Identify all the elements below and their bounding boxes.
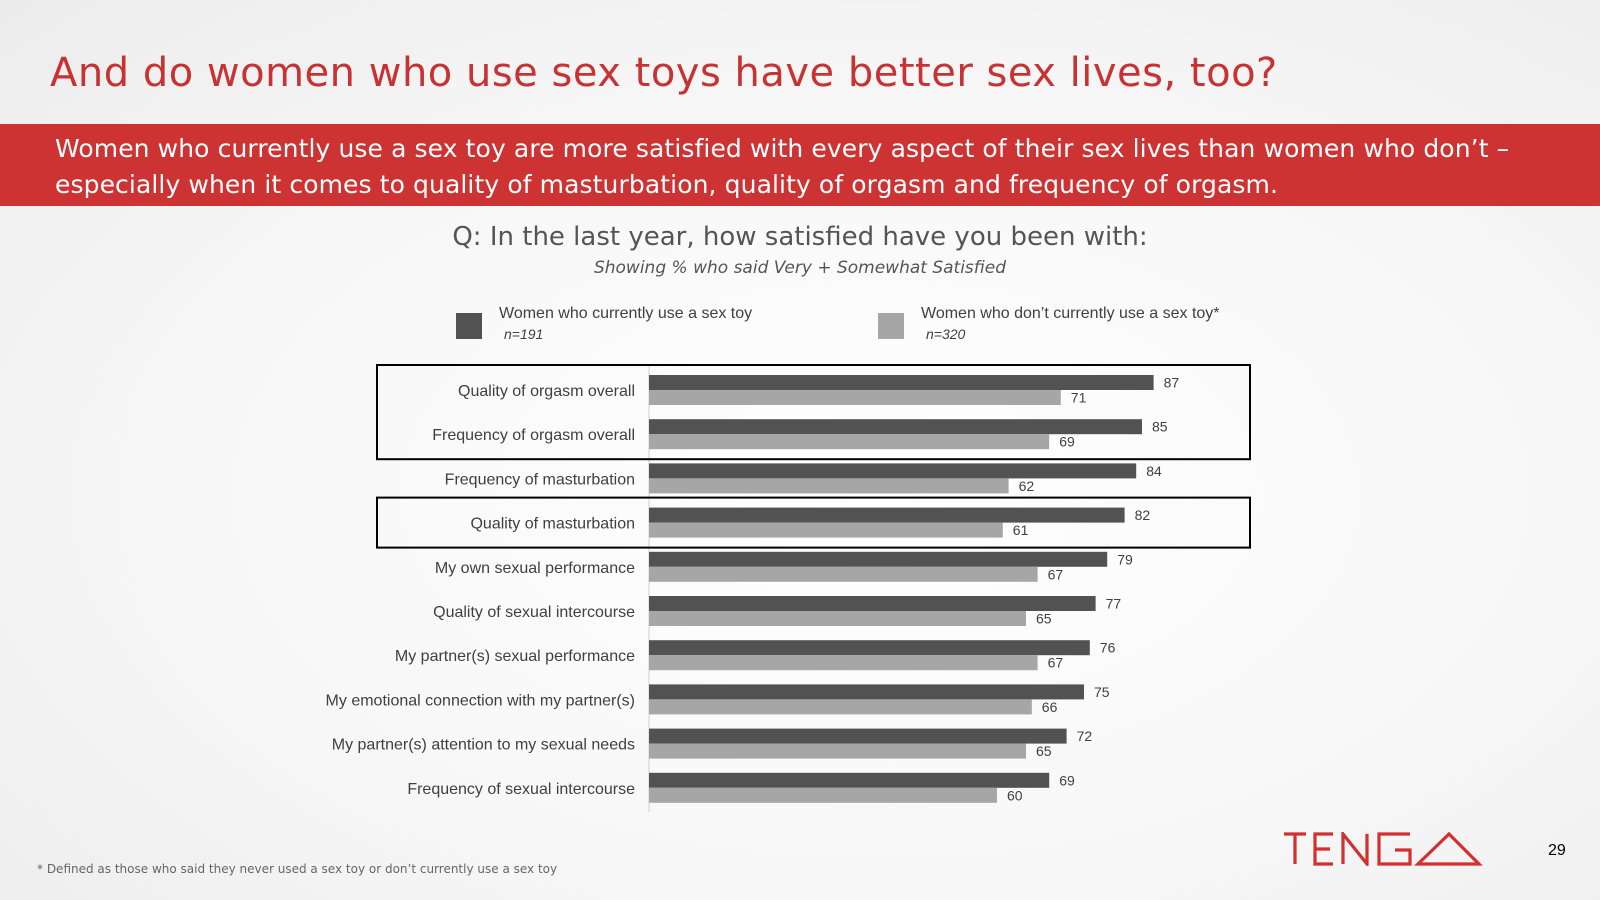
category-label-5: My own sexual performance	[435, 560, 635, 577]
bar-users-5	[649, 551, 1108, 567]
bar-non-users-10	[649, 787, 997, 803]
bar-non-users-4	[649, 522, 1003, 538]
data-label-non-users-5: 67	[1048, 566, 1064, 582]
bar-non-users-6	[649, 611, 1026, 626]
bar-users-1	[649, 375, 1154, 390]
data-label-non-users-8: 66	[1042, 699, 1058, 715]
tenga-logo	[1284, 832, 1483, 866]
category-label-2: Frequency of orgasm overall	[432, 427, 635, 444]
data-label-users-7: 76	[1100, 640, 1116, 656]
legend-n-users: n=191	[504, 326, 544, 342]
data-label-users-4: 82	[1135, 507, 1151, 523]
data-label-users-8: 75	[1094, 684, 1110, 700]
data-label-non-users-6: 65	[1036, 611, 1052, 627]
data-label-non-users-9: 65	[1036, 743, 1052, 759]
banner-line-2: especially when it comes to quality of m…	[55, 170, 1279, 199]
legend-n-non-users: n=320	[926, 326, 966, 342]
highlight-box-2	[376, 496, 1251, 549]
data-label-non-users-7: 67	[1048, 655, 1064, 671]
data-label-users-6: 77	[1106, 596, 1122, 612]
bar-users-2	[649, 419, 1142, 435]
legend-swatch-users	[456, 313, 482, 339]
slide-title: And do women who use sex toys have bette…	[50, 50, 1278, 96]
bar-users-7	[649, 640, 1090, 656]
bar-users-4	[649, 507, 1125, 523]
data-label-users-3: 84	[1146, 463, 1162, 479]
data-label-users-10: 69	[1059, 772, 1075, 788]
category-label-4: Quality of masturbation	[470, 516, 635, 533]
data-label-users-1: 87	[1164, 375, 1180, 391]
data-label-users-5: 79	[1117, 551, 1133, 567]
data-label-users-9: 72	[1077, 728, 1093, 744]
legend-label-users: Women who currently use a sex toy	[499, 305, 753, 322]
legend-swatch-non-users	[878, 313, 904, 339]
legend-label-non-users: Women who don’t currently use a sex toy*	[921, 305, 1220, 322]
bar-users-6	[649, 596, 1096, 611]
category-label-3: Frequency of masturbation	[445, 471, 635, 488]
question-subtitle: Showing % who said Very + Somewhat Satis…	[593, 258, 1007, 278]
category-label-7: My partner(s) sexual performance	[395, 648, 635, 665]
data-label-non-users-3: 62	[1019, 478, 1035, 494]
bar-users-3	[649, 463, 1137, 479]
bar-non-users-5	[649, 566, 1038, 582]
category-label-6: Quality of sexual intercourse	[433, 604, 635, 621]
bar-non-users-2	[649, 434, 1050, 450]
bar-non-users-7	[649, 655, 1038, 671]
data-label-non-users-1: 71	[1071, 390, 1087, 406]
summary-banner: Women who currently use a sex toy are mo…	[0, 124, 1600, 206]
category-label-1: Quality of orgasm overall	[458, 383, 635, 400]
page-number: 29	[1548, 842, 1566, 859]
category-label-8: My emotional connection with my partner(…	[326, 692, 635, 709]
data-label-non-users-4: 61	[1013, 522, 1029, 538]
bar-users-10	[649, 772, 1050, 788]
data-label-users-2: 85	[1152, 419, 1168, 435]
bar-non-users-8	[649, 699, 1032, 715]
footnote: * Defined as those who said they never u…	[37, 862, 558, 876]
data-label-non-users-2: 69	[1059, 434, 1075, 450]
question-text: Q: In the last year, how satisfied have …	[452, 222, 1148, 252]
bar-users-8	[649, 684, 1084, 700]
category-label-9: My partner(s) attention to my sexual nee…	[332, 737, 635, 754]
category-label-10: Frequency of sexual intercourse	[407, 781, 635, 798]
bar-non-users-1	[649, 390, 1061, 405]
bar-non-users-9	[649, 743, 1026, 759]
bar-users-9	[649, 728, 1067, 744]
bar-non-users-3	[649, 478, 1009, 494]
data-label-non-users-10: 60	[1007, 787, 1023, 803]
banner-line-1: Women who currently use a sex toy are mo…	[55, 134, 1510, 163]
highlight-box-1	[376, 364, 1251, 461]
